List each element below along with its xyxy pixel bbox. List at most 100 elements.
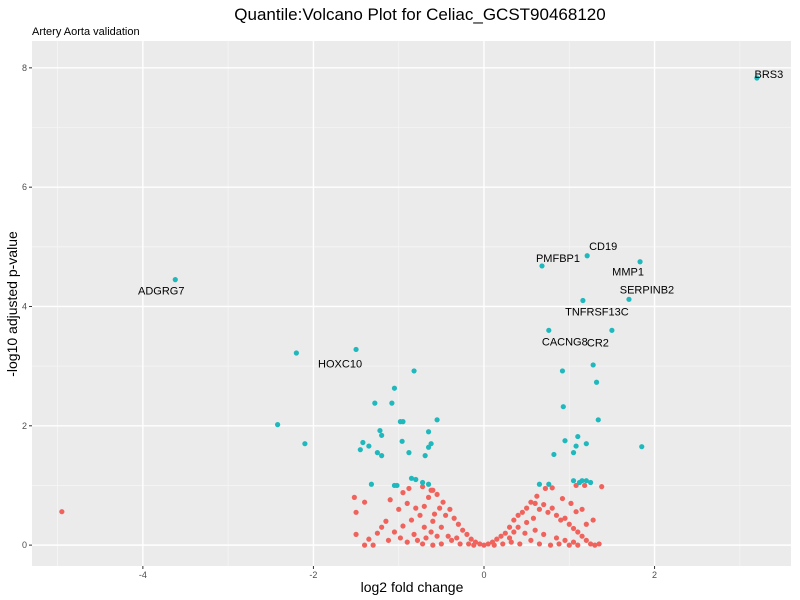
x-axis-ticks: -4 -2 0 2 — [139, 566, 657, 580]
non-significant-point — [541, 531, 547, 537]
non-significant-point — [397, 535, 404, 541]
non-significant-point — [515, 524, 521, 530]
non-significant-point — [457, 541, 463, 547]
non-significant-point — [506, 535, 513, 541]
non-significant-point — [447, 506, 453, 512]
gene-label: BRS3 — [755, 69, 784, 81]
y-tick-label: 8 — [22, 63, 27, 73]
gene-label: HOXC10 — [318, 358, 362, 370]
non-significant-point — [430, 518, 436, 524]
non-significant-point — [434, 533, 440, 539]
significant-point — [587, 479, 594, 486]
non-significant-point — [575, 542, 581, 548]
non-significant-point — [400, 490, 406, 496]
non-significant-point — [573, 482, 579, 489]
non-significant-point — [570, 539, 577, 545]
non-significant-point — [524, 519, 530, 526]
non-significant-point — [383, 518, 389, 524]
significant-points — [275, 350, 645, 489]
non-significant-point — [438, 541, 444, 547]
significant-point — [595, 417, 601, 423]
non-significant-point — [547, 542, 554, 548]
significant-point — [425, 429, 432, 435]
non-significant-point — [579, 533, 585, 539]
non-significant-point — [528, 499, 534, 505]
non-significant-point — [387, 497, 393, 503]
significant-point — [576, 479, 583, 486]
non-significant-point — [582, 482, 588, 489]
significant-point — [368, 481, 375, 487]
gene-label: SERPINB2 — [620, 284, 674, 296]
non-significant-point — [455, 521, 462, 527]
significant-point — [391, 385, 398, 391]
non-significant-point — [466, 541, 472, 547]
significant-point — [639, 444, 645, 450]
non-significant-point — [515, 512, 521, 518]
non-significant-point — [556, 541, 562, 547]
y-tick-label: 4 — [22, 301, 27, 311]
non-significant-point — [570, 525, 577, 532]
non-significant-point — [351, 494, 357, 500]
non-significant-point — [438, 524, 444, 530]
non-significant-point — [477, 541, 483, 547]
non-significant-point — [530, 515, 537, 521]
significant-point — [389, 400, 395, 406]
non-significant-point — [541, 501, 547, 508]
significant-point — [399, 438, 405, 444]
non-significant-point — [417, 512, 423, 518]
non-significant-point — [413, 505, 419, 511]
non-significant-point — [400, 523, 406, 529]
labeled-gene-point — [754, 75, 760, 81]
significant-point — [419, 479, 426, 486]
non-significant-point — [573, 509, 579, 515]
x-axis-label: log2 fold change — [361, 579, 464, 595]
gene-label: MMP1 — [612, 267, 644, 279]
non-significant-point — [481, 542, 487, 548]
non-significant-point — [566, 542, 572, 548]
non-significant-point — [445, 533, 451, 539]
non-significant-point — [485, 541, 491, 547]
non-significant-point — [553, 512, 560, 518]
non-significant-point — [575, 529, 581, 535]
non-significant-point — [434, 491, 440, 498]
non-significant-point — [532, 500, 538, 506]
non-significant-point — [579, 506, 585, 512]
x-tick-label: 2 — [652, 570, 657, 580]
minor-grid — [32, 41, 791, 566]
y-tick-label: 6 — [22, 182, 27, 192]
significant-point — [408, 475, 415, 481]
non-significant-point — [583, 537, 589, 543]
non-significant-point — [421, 503, 427, 509]
significant-point — [302, 441, 308, 447]
non-significant-point — [448, 537, 455, 543]
non-significant-point — [396, 506, 402, 512]
significant-point — [434, 417, 440, 423]
gene-label: CD19 — [589, 241, 617, 253]
non-significant-point — [431, 511, 438, 517]
non-significant-point — [536, 506, 543, 512]
significant-point — [379, 453, 385, 459]
non-significant-point — [404, 500, 410, 506]
significant-point — [562, 438, 568, 444]
non-significant-point — [545, 509, 551, 515]
non-significant-point — [599, 484, 605, 490]
significant-point — [575, 433, 581, 440]
non-significant-point — [414, 537, 421, 543]
y-tick-label: 0 — [22, 540, 27, 550]
labeled-gene-point — [546, 327, 552, 333]
non-significant-points — [59, 482, 605, 548]
non-significant-point — [370, 542, 376, 548]
non-significant-point — [421, 524, 427, 530]
significant-point — [275, 422, 281, 428]
chart-title: Quantile:Volcano Plot for Celiac_GCST904… — [234, 5, 605, 24]
non-significant-point — [494, 536, 500, 542]
non-significant-point — [406, 485, 412, 492]
significant-point — [379, 432, 385, 438]
x-tick-label: 0 — [481, 570, 486, 580]
labeled-gene-point — [609, 327, 615, 333]
non-significant-point — [532, 527, 538, 533]
non-significant-point — [498, 533, 504, 539]
non-significant-point — [553, 535, 560, 541]
significant-point — [374, 450, 380, 456]
